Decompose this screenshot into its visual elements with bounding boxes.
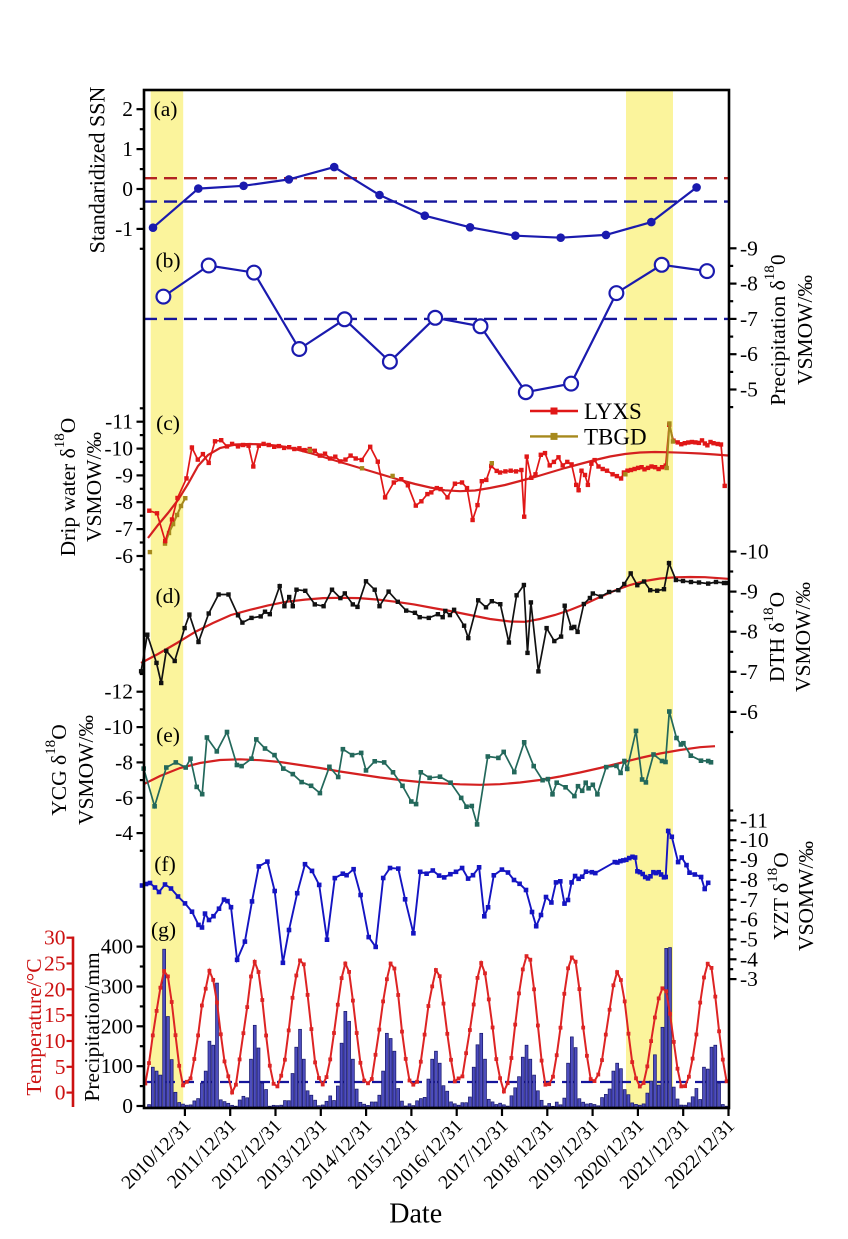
svg-text:-8: -8: [740, 620, 758, 644]
svg-text:(f): (f): [154, 852, 175, 876]
svg-text:-6: -6: [740, 342, 758, 366]
svg-text:-11: -11: [105, 410, 133, 434]
svg-text:-11: -11: [740, 808, 768, 832]
svg-text:-7: -7: [740, 660, 758, 684]
svg-text:(d): (d): [155, 584, 180, 608]
svg-text:0: 0: [122, 177, 133, 201]
svg-text:VSMOW/‰: VSMOW/‰: [82, 432, 106, 542]
svg-text:(g): (g): [151, 918, 176, 942]
svg-text:400: 400: [101, 935, 133, 959]
svg-text:-7: -7: [740, 888, 758, 912]
svg-text:-5: -5: [740, 378, 758, 402]
svg-text:-4: -4: [740, 947, 758, 971]
svg-text:0: 0: [55, 1081, 66, 1105]
svg-text:-6: -6: [740, 700, 758, 724]
svg-text:-1: -1: [115, 217, 133, 241]
svg-text:-7: -7: [740, 307, 758, 331]
svg-text:YCG δ18O: YCG δ18O: [43, 724, 71, 815]
svg-text:-8: -8: [740, 272, 758, 296]
svg-text:-5: -5: [740, 927, 758, 951]
svg-text:VSOMW/‰: VSOMW/‰: [794, 841, 818, 951]
svg-text:(e): (e): [156, 723, 180, 747]
svg-text:Standaridized SSN: Standaridized SSN: [85, 86, 110, 253]
svg-text:(c): (c): [156, 411, 180, 435]
svg-text:-6: -6: [115, 786, 133, 810]
svg-text:(a): (a): [154, 97, 178, 121]
svg-text:-9: -9: [740, 848, 758, 872]
svg-text:-9: -9: [740, 580, 758, 604]
svg-text:-9: -9: [115, 463, 133, 487]
svg-text:1: 1: [122, 137, 133, 161]
svg-text:300: 300: [101, 975, 133, 999]
svg-text:2: 2: [122, 97, 133, 121]
svg-text:200: 200: [101, 1014, 133, 1038]
svg-text:-10: -10: [740, 828, 769, 852]
svg-text:-10: -10: [740, 540, 769, 564]
svg-text:15: 15: [44, 1003, 66, 1027]
svg-text:-6: -6: [740, 908, 758, 932]
svg-text:10: 10: [44, 1029, 66, 1053]
svg-text:20: 20: [44, 977, 66, 1001]
svg-text:VSMOW/‰: VSMOW/‰: [791, 582, 815, 692]
svg-text:YZT δ18O: YZT δ18O: [765, 852, 793, 940]
svg-text:-6: -6: [115, 544, 133, 568]
svg-text:-3: -3: [740, 967, 758, 991]
svg-text:25: 25: [44, 952, 66, 976]
svg-text:-8: -8: [115, 750, 133, 774]
svg-text:(b): (b): [155, 249, 180, 273]
svg-text:0: 0: [122, 1094, 133, 1118]
svg-text:-9: -9: [740, 236, 758, 260]
svg-text:100: 100: [101, 1054, 133, 1078]
svg-text:-8: -8: [115, 490, 133, 514]
svg-text:-10: -10: [104, 715, 133, 739]
svg-text:-4: -4: [115, 821, 133, 845]
svg-text:5: 5: [55, 1055, 66, 1079]
svg-text:VSMOW/‰: VSMOW/‰: [793, 275, 817, 385]
svg-text:-12: -12: [104, 680, 133, 704]
svg-text:TBGD: TBGD: [584, 425, 647, 450]
svg-text:-8: -8: [740, 868, 758, 892]
svg-text:30: 30: [44, 926, 66, 950]
svg-text:Date: Date: [389, 1199, 442, 1230]
svg-text:DTH δ18O: DTH δ18O: [761, 592, 789, 682]
svg-text:Temperature/°C: Temperature/°C: [22, 958, 46, 1095]
svg-text:-7: -7: [115, 517, 133, 541]
svg-text:LYXS: LYXS: [584, 399, 642, 424]
svg-text:VSMOW/‰: VSMOW/‰: [74, 715, 98, 825]
svg-text:-10: -10: [104, 437, 133, 461]
svg-text:Precipitation/mm: Precipitation/mm: [80, 952, 104, 1102]
